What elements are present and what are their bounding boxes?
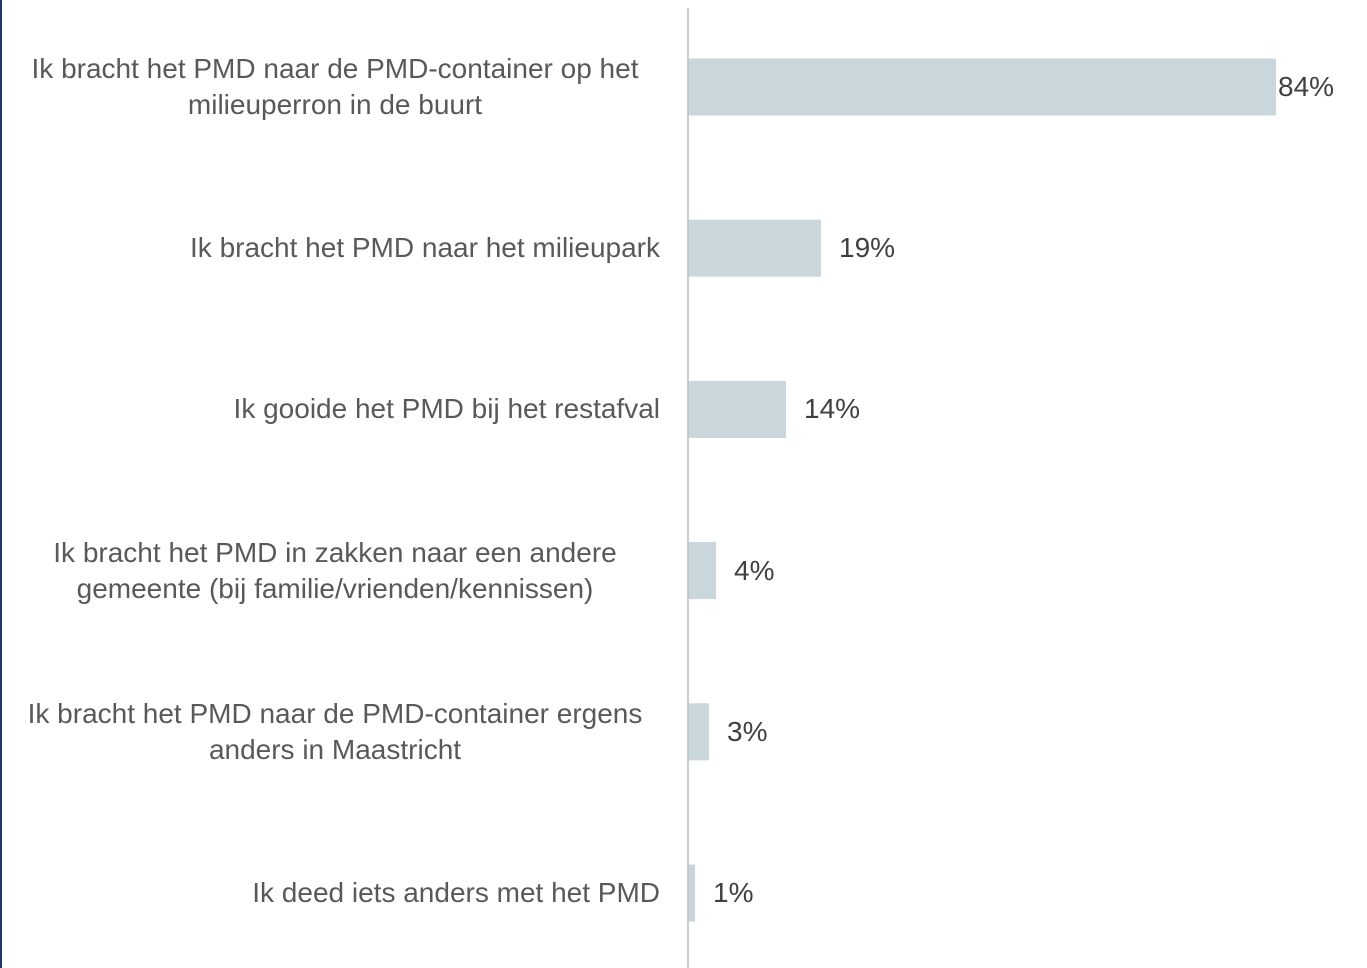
bar — [688, 219, 821, 277]
bar — [688, 542, 716, 600]
category-label: Ik bracht het PMD in zakken naar een and… — [53, 536, 617, 604]
value-label: 3% — [727, 715, 768, 747]
category-label: Ik gooide het PMD bij het restafval — [233, 393, 660, 425]
value-label: 4% — [734, 554, 775, 586]
value-label: 14% — [804, 393, 861, 425]
category: Ik bracht het PMD naar de PMD-container … — [0, 696, 660, 768]
value-label: 19% — [839, 232, 896, 264]
value-label: 84% — [1278, 71, 1335, 102]
category-label: Ik deed iets anders met het PMD — [252, 877, 660, 908]
category-label: Ik bracht het PMD naar de PMD-container … — [31, 53, 639, 120]
category: Ik bracht het PMD naar het milieupark — [0, 230, 660, 266]
left-border — [0, 0, 2, 968]
category-label: Ik bracht het PMD naar de PMD-container … — [27, 697, 643, 765]
bar — [688, 380, 786, 438]
bar — [688, 58, 1276, 116]
category: Ik gooide het PMD bij het restafval — [0, 391, 660, 427]
bar — [688, 864, 695, 922]
bar — [688, 703, 709, 761]
value-label: 1% — [713, 877, 754, 908]
category-label: Ik bracht het PMD naar het milieupark — [190, 232, 660, 264]
category: Ik bracht het PMD naar de PMD-container … — [0, 51, 660, 123]
category: Ik bracht het PMD in zakken naar een and… — [0, 535, 660, 607]
category: Ik deed iets anders met het PMD — [0, 875, 660, 911]
